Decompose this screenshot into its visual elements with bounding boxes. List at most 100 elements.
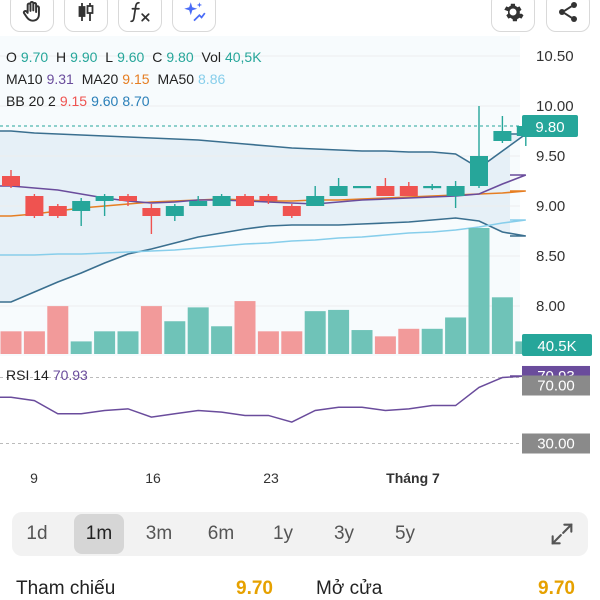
- rsi-label-text: 70.00: [537, 378, 575, 395]
- ma50-label: MA50: [157, 71, 195, 87]
- range-6m[interactable]: 6m: [207, 523, 235, 544]
- ma20-label: MA20: [81, 71, 119, 87]
- volume-bar: [234, 301, 256, 354]
- bb-value-2: 9.60: [91, 93, 119, 109]
- range-3m[interactable]: 3m: [145, 523, 173, 544]
- high-value: 9.90: [70, 49, 98, 65]
- ohlc-legend: O 9.70 H 9.90 L 9.60 C 9.80 Vol 40,5K: [6, 48, 266, 66]
- rsi-value: 70.93: [52, 367, 88, 383]
- volume-bar: [164, 321, 186, 354]
- settings-button[interactable]: [491, 0, 535, 32]
- y-tick-label: 9.00: [536, 198, 565, 215]
- bollinger-upper-line: [0, 130, 529, 169]
- expand-icon[interactable]: [548, 520, 576, 548]
- range-1m[interactable]: 1m: [74, 514, 124, 554]
- volume-bar: [187, 307, 209, 354]
- rsi-label: RSI 14: [6, 367, 49, 383]
- candle-body: [282, 206, 301, 216]
- rsi-label-text: 30.00: [537, 436, 575, 453]
- reference-label: Tham chiếu: [16, 578, 116, 599]
- volume-bar: [328, 309, 350, 354]
- toolbar: [0, 0, 600, 34]
- candle-body: [353, 186, 371, 189]
- bb-value-3: 8.70: [122, 93, 150, 109]
- candle-body: [493, 131, 512, 141]
- volume-bar: [257, 331, 279, 354]
- volume-bar: [468, 228, 490, 354]
- price-chart[interactable]: 10.50 10.00 9.50 9.00 8.50 8.00 9.80 40.5K 70.93…: [0, 36, 600, 460]
- range-selector: 1d 1m 3m 6m 1y 3y 5y: [12, 512, 588, 556]
- bollinger-lower-line: [0, 217, 526, 303]
- candle-body: [165, 206, 184, 216]
- candle-body: [48, 206, 67, 216]
- function-icon: [130, 1, 150, 23]
- hand-icon: [22, 1, 40, 22]
- volume-bar: [94, 331, 116, 354]
- open-price-label: Mở cửa: [316, 578, 383, 599]
- volume-bar: [398, 328, 420, 354]
- candle-body: [25, 196, 44, 216]
- rsi-label-box: [522, 433, 590, 454]
- range-1d[interactable]: 1d: [26, 523, 48, 544]
- candle-body: [470, 156, 488, 186]
- volume-bar: [374, 336, 396, 354]
- x-label: 16: [145, 470, 161, 486]
- y-tick-label: 10.00: [536, 98, 574, 115]
- bb-label: BB 20 2: [6, 93, 56, 109]
- drawing-hand-button[interactable]: [10, 0, 54, 32]
- share-button[interactable]: [546, 0, 590, 32]
- gear-icon: [504, 3, 524, 22]
- y-tick-label: 8.00: [536, 298, 565, 315]
- y-tick-label: 9.50: [536, 148, 565, 165]
- range-5y[interactable]: 5y: [394, 523, 416, 544]
- open-label: O: [6, 49, 17, 65]
- volume-value: 40,5K: [224, 49, 262, 65]
- volume-bar: [445, 317, 467, 354]
- volume-bar: [70, 341, 92, 354]
- volume-bar: [304, 311, 326, 354]
- sparkle-icon: [184, 2, 206, 22]
- open-price-value: 9.70: [538, 578, 575, 599]
- candle-body: [423, 186, 442, 189]
- volume-bar: [0, 331, 22, 354]
- volume-bar: [23, 331, 45, 354]
- ma20-value: 9.15: [122, 71, 150, 87]
- y-tick-label: 10.50: [536, 48, 574, 65]
- range-1y[interactable]: 1y: [272, 523, 294, 544]
- candlestick-icon: [78, 3, 94, 21]
- candle-body: [142, 208, 161, 216]
- ai-insight-button[interactable]: [172, 0, 216, 32]
- volume-bar: [140, 306, 162, 354]
- volume-bar: [351, 330, 373, 354]
- y-tick-label: 8.50: [536, 248, 565, 265]
- rsi-label-box: [522, 375, 590, 396]
- close-value: 9.80: [166, 49, 194, 65]
- reference-value: 9.70: [236, 578, 273, 599]
- bollinger-band-fill: [0, 131, 526, 302]
- low-value: 9.60: [117, 49, 145, 65]
- candle-body: [189, 201, 208, 206]
- stats-row: Tham chiếu 9.70 Mở cửa 9.70: [0, 572, 600, 600]
- indicator-button[interactable]: [118, 0, 162, 32]
- volume-label: Vol: [201, 49, 221, 65]
- chart-type-button[interactable]: [64, 0, 108, 32]
- ma50-value: 8.86: [198, 71, 226, 87]
- volume-bar: [281, 331, 303, 354]
- chart-canvas[interactable]: 10.50 10.00 9.50 9.00 8.50 8.00 9.80 40.5K 70.93…: [0, 36, 600, 460]
- candle-body: [72, 201, 91, 211]
- ma10-label: MA10: [6, 71, 43, 87]
- volume-bar: [117, 331, 139, 354]
- ma-legend: MA10 9.31 MA20 9.15 MA50 8.86: [6, 70, 229, 88]
- x-label: 9: [30, 470, 38, 486]
- candle-body: [399, 186, 418, 196]
- ma50-line: [0, 219, 526, 256]
- low-label: L: [105, 49, 114, 65]
- range-3y[interactable]: 3y: [333, 523, 355, 544]
- x-axis-labels: 9 16 23 Tháng 7: [0, 470, 600, 492]
- price-label-box: [522, 115, 578, 137]
- volume-bar: [47, 306, 69, 354]
- volume-bar: [491, 297, 513, 354]
- candle-body: [259, 196, 278, 201]
- open-value: 9.70: [20, 49, 49, 65]
- bb-legend: BB 20 2 9.15 9.60 8.70: [6, 92, 154, 110]
